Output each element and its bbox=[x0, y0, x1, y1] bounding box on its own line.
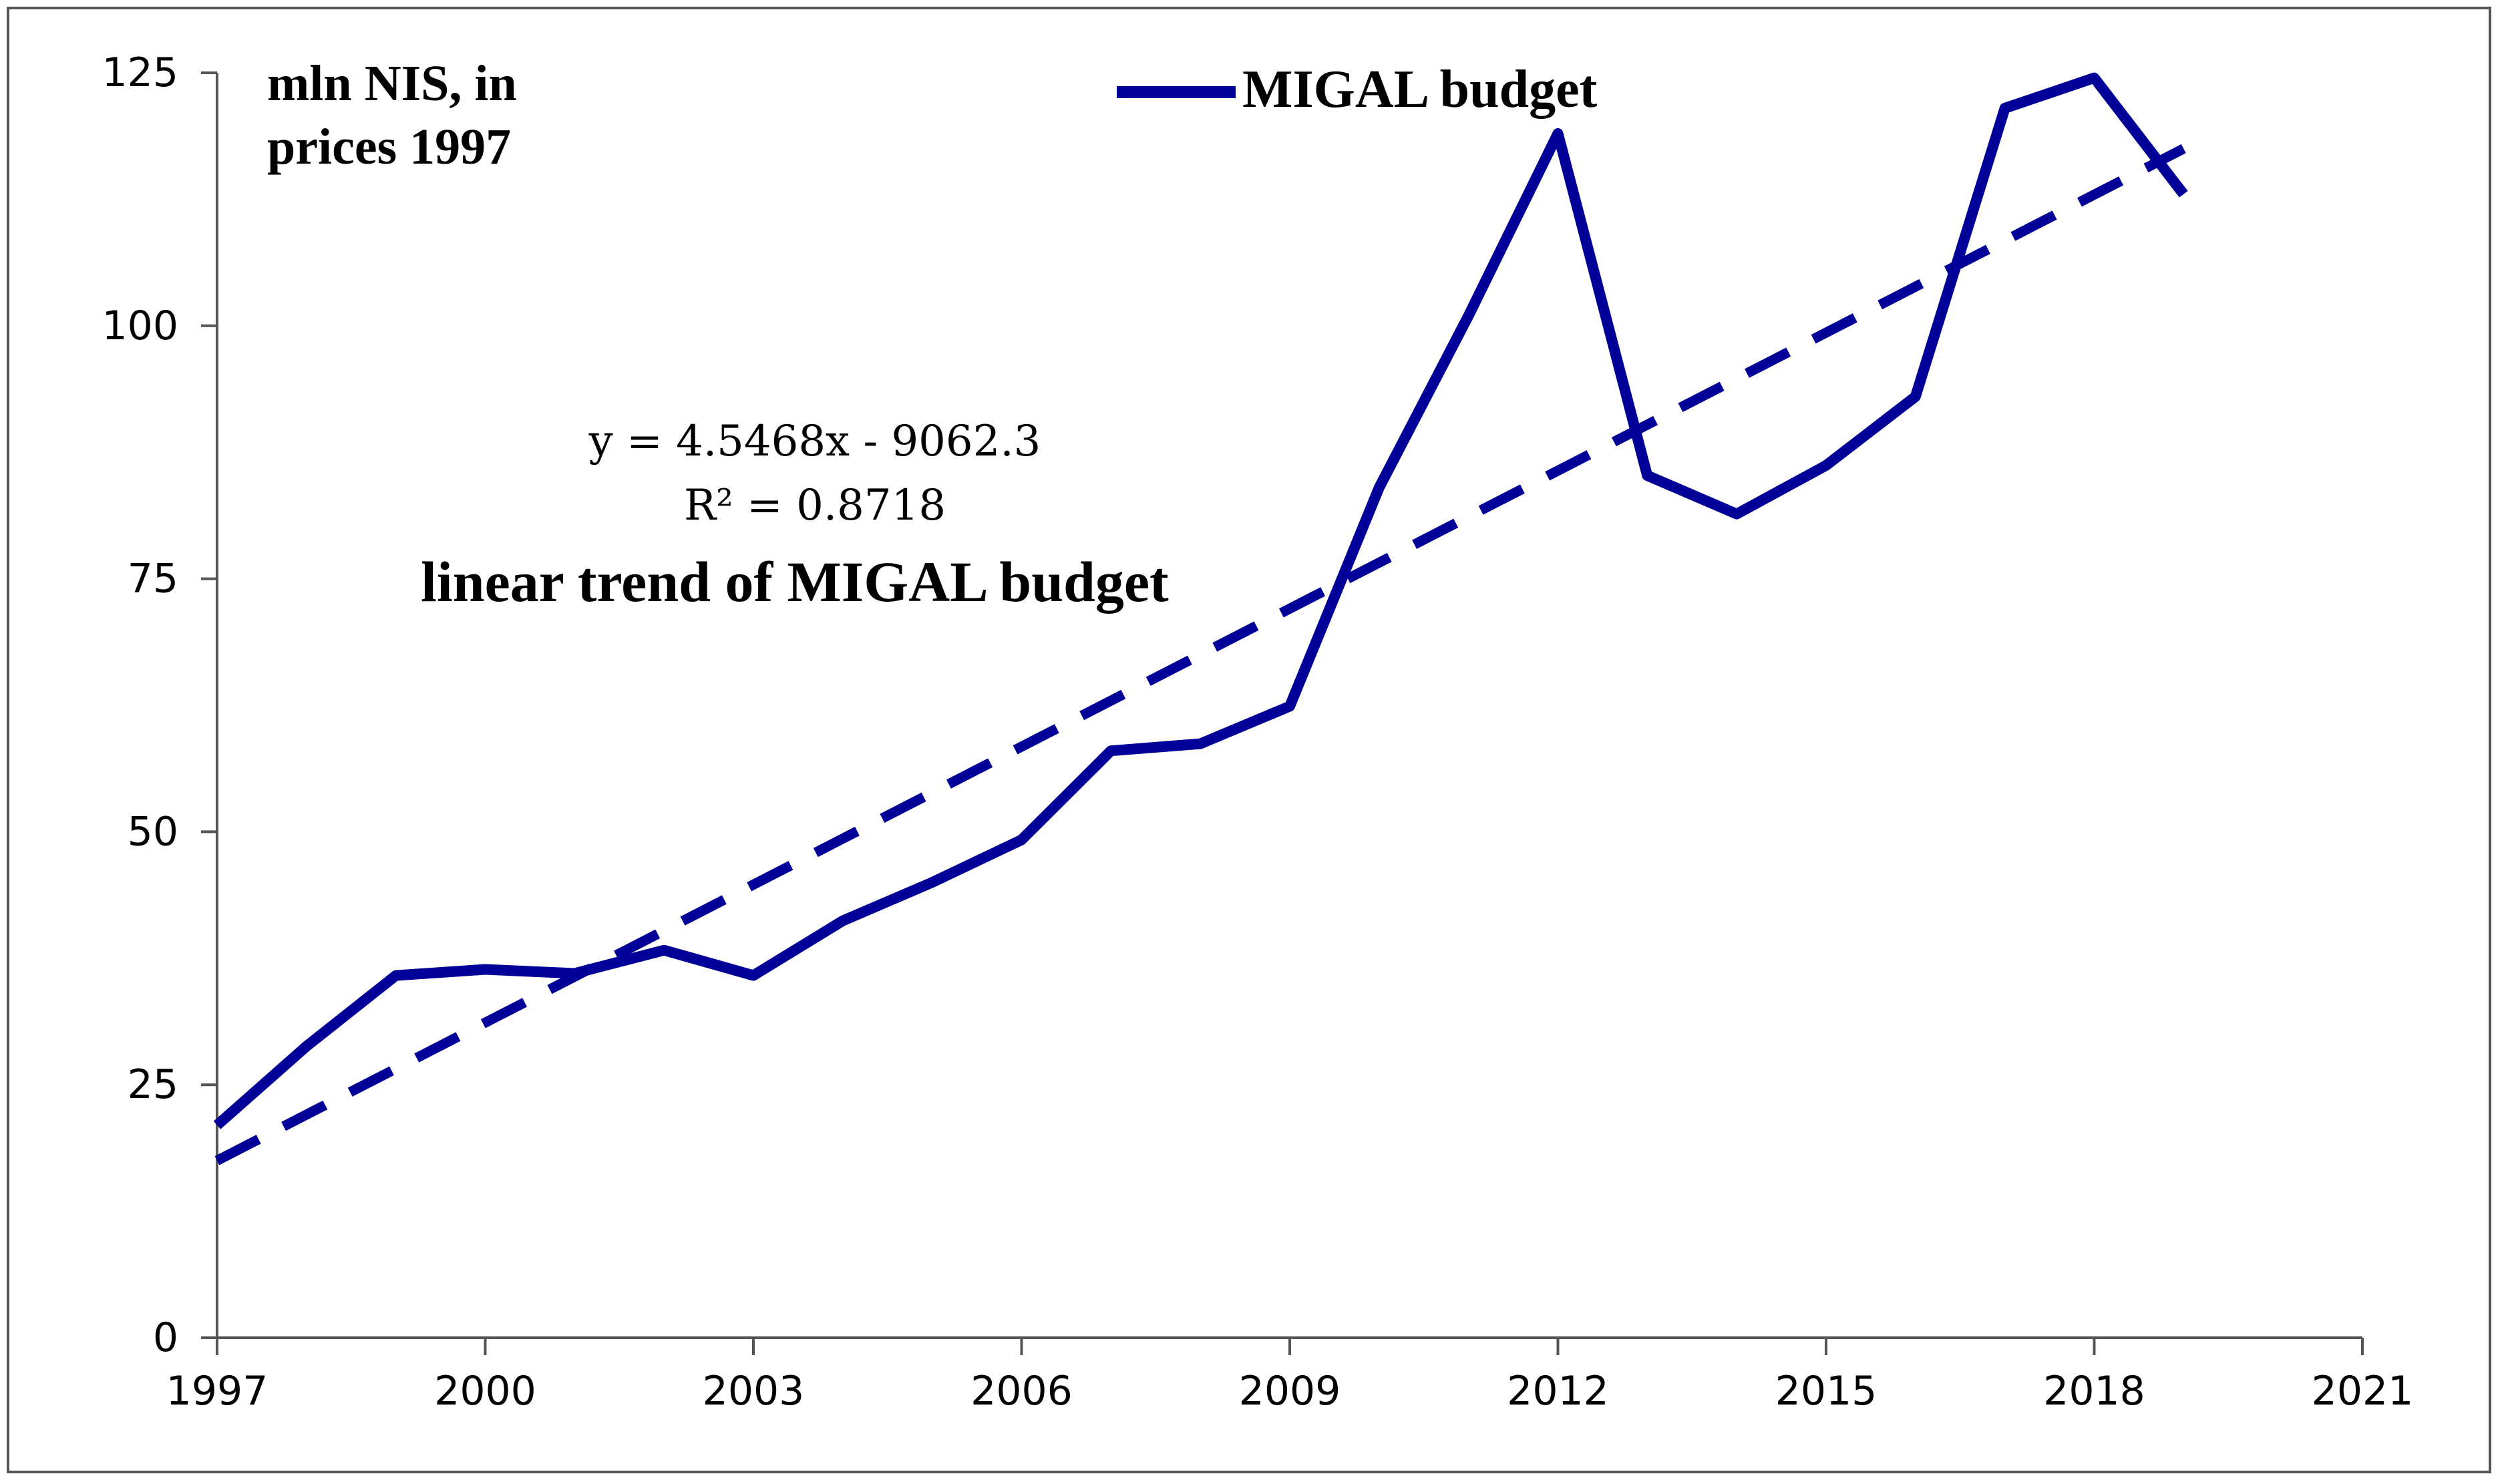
y-tick-label: 0 bbox=[153, 1314, 178, 1361]
trend-line bbox=[214, 144, 2186, 1165]
y-tick-label: 100 bbox=[102, 303, 178, 349]
y-tick-label: 25 bbox=[128, 1061, 178, 1108]
x-tick-label: 2003 bbox=[703, 1368, 805, 1415]
x-tick-label: 2021 bbox=[2312, 1368, 2414, 1415]
x-tick-label: 2015 bbox=[1775, 1368, 1878, 1415]
y-tick-label: 125 bbox=[102, 49, 178, 96]
x-tick-label: 2018 bbox=[2043, 1368, 2145, 1415]
x-tick-label: 2012 bbox=[1507, 1368, 1609, 1415]
trend-label: linear trend of MIGAL budget bbox=[421, 550, 1169, 614]
chart-labels: mln NIS, in prices 1997 MIGAL budget y = 4.… bbox=[267, 55, 1598, 614]
y-tick-label: 50 bbox=[128, 808, 178, 855]
trend-equation: y = 4.5468x - 9062.3 bbox=[588, 417, 1041, 466]
chart-axes: 0 25 50 75 100 125 1997 2000 2003 2006 2009 2012 201… bbox=[102, 49, 2413, 1415]
x-tick-label: 2006 bbox=[970, 1368, 1073, 1415]
y-tick-label: 75 bbox=[128, 556, 178, 602]
chart-frame bbox=[7, 7, 2491, 1473]
x-tick-label: 1997 bbox=[166, 1368, 269, 1415]
chart-series bbox=[213, 72, 2188, 1165]
legend-label: MIGAL budget bbox=[1242, 60, 1598, 119]
y-axis-unit-label: mln NIS, in bbox=[267, 55, 517, 112]
x-tick-label: 2009 bbox=[1239, 1368, 1341, 1415]
y-axis-unit-label: prices 1997 bbox=[267, 119, 511, 175]
x-tick-label: 2000 bbox=[434, 1368, 536, 1415]
trend-r-squared: R² = 0.8718 bbox=[684, 481, 946, 530]
